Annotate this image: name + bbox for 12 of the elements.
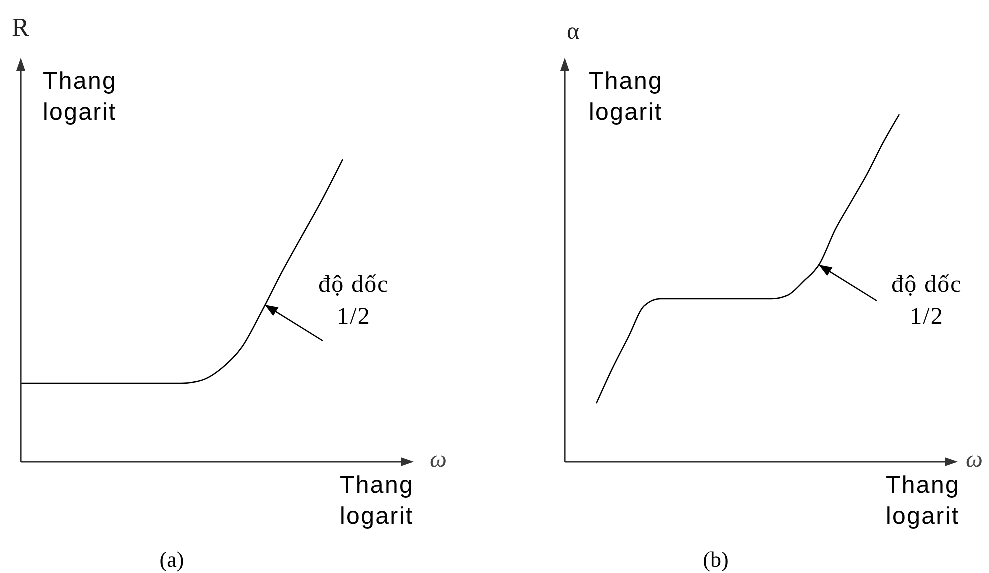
y-axis-title: α [567, 19, 580, 45]
text: Thang logarit [340, 472, 414, 530]
annotation: Thang logarit [589, 67, 664, 128]
x-axis-title: ω [430, 447, 447, 473]
x-axis-title: ω [966, 447, 983, 473]
text: Thang logarit [886, 472, 960, 530]
annotation: độ dốc 1/2 [890, 271, 964, 332]
annotation: độ dốc 1/2 [318, 271, 390, 332]
y-axis-title: R [12, 13, 30, 42]
text: (a) [158, 547, 186, 572]
text: (b) [702, 547, 730, 572]
text: Thang logarit [43, 67, 118, 128]
